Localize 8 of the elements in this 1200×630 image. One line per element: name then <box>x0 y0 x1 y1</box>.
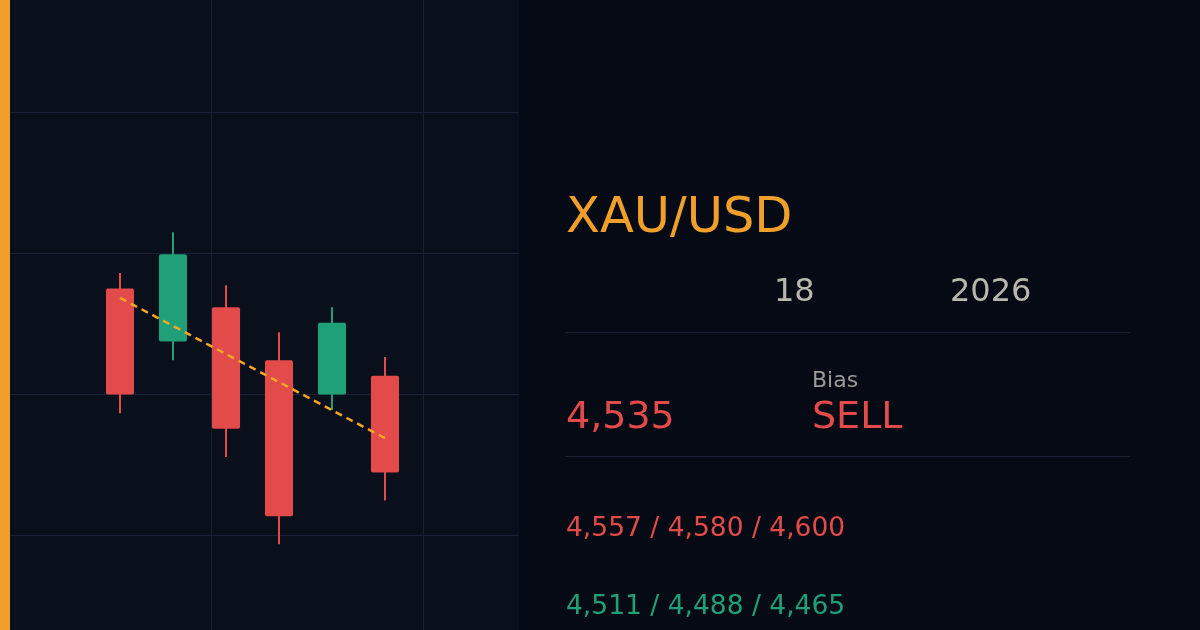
text: 4,557 / 4,580 / 4,600 <box>566 511 846 542</box>
text: Bias <box>812 367 859 392</box>
text: 4,511 / 4,488 / 4,465 <box>566 589 846 620</box>
text: SELL <box>812 393 903 437</box>
text: 2026 <box>950 271 1032 309</box>
text: 4,535 <box>566 393 675 437</box>
text: XAU/USD <box>566 186 793 244</box>
text: 18 <box>774 271 815 309</box>
